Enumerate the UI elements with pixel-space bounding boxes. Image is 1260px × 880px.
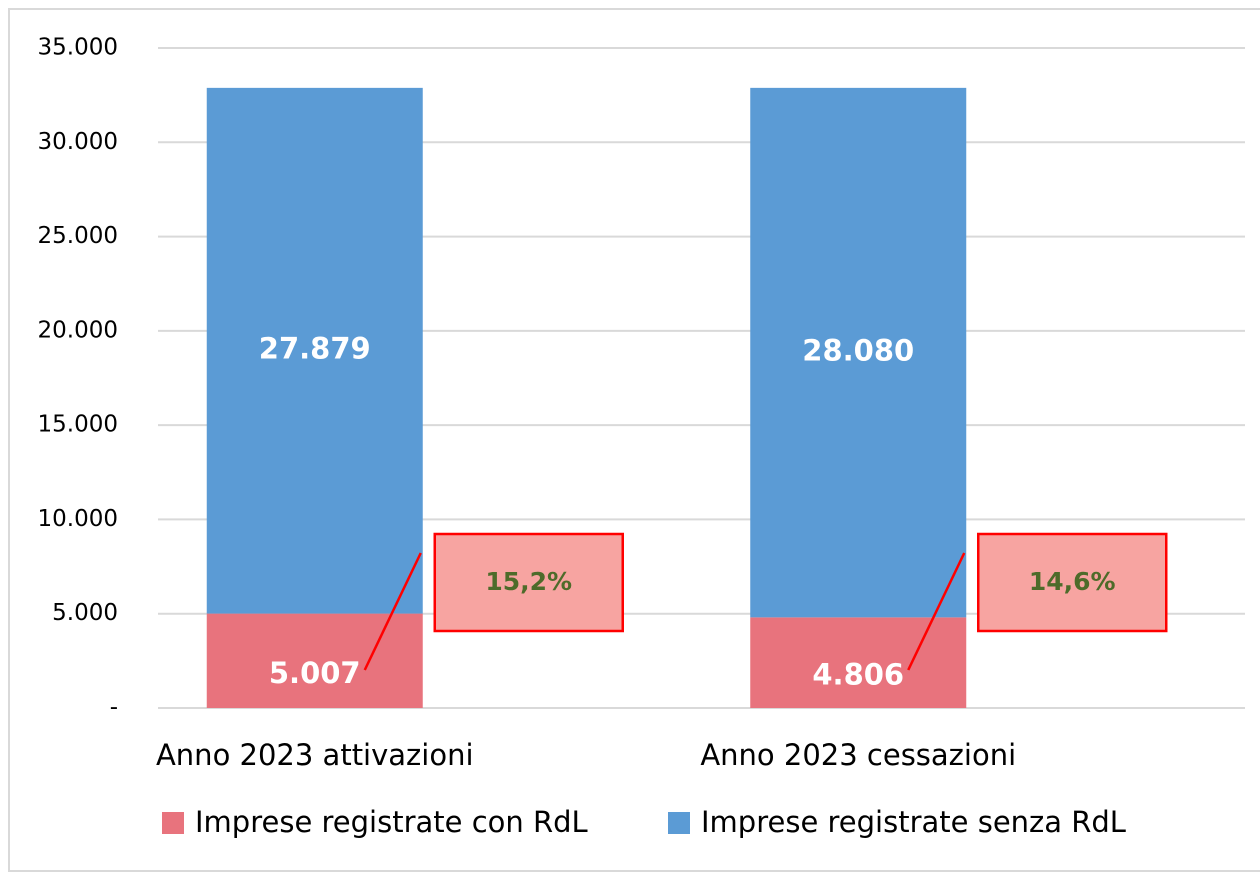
data-label: 27.879 bbox=[259, 332, 371, 366]
y-tick-label: 15.000 bbox=[38, 412, 118, 438]
bar-segment bbox=[750, 87, 967, 618]
bar-segment bbox=[750, 617, 967, 708]
bar-segment bbox=[206, 613, 423, 708]
legend-swatch bbox=[668, 812, 690, 834]
y-tick-label: 5.000 bbox=[52, 600, 118, 626]
data-label: 5.007 bbox=[269, 656, 361, 690]
y-tick-label: 25.000 bbox=[38, 223, 118, 249]
bar-segment bbox=[206, 87, 423, 614]
y-tick-label: 20.000 bbox=[38, 317, 118, 343]
callout-line bbox=[907, 552, 966, 671]
callout-line bbox=[363, 552, 422, 671]
callout-box bbox=[977, 532, 1168, 633]
x-tick-label: Anno 2023 attivazioni bbox=[156, 738, 474, 772]
y-tick-label: 35.000 bbox=[38, 35, 118, 61]
callout-box bbox=[433, 532, 624, 633]
x-tick-label: Anno 2023 cessazioni bbox=[700, 738, 1016, 772]
y-tick-label: 30.000 bbox=[38, 129, 118, 155]
data-label: 4.806 bbox=[812, 658, 904, 692]
annotation: 15,2% bbox=[485, 567, 572, 596]
y-tick-label: 10.000 bbox=[38, 506, 118, 532]
annotation: 14,6% bbox=[1029, 567, 1116, 596]
legend-label: Imprese registrate con RdL bbox=[195, 805, 588, 839]
data-label: 28.080 bbox=[802, 334, 914, 368]
y-tick-label: - bbox=[110, 695, 118, 721]
legend-label: Imprese registrate senza RdL bbox=[701, 805, 1126, 839]
legend-swatch bbox=[162, 812, 184, 834]
